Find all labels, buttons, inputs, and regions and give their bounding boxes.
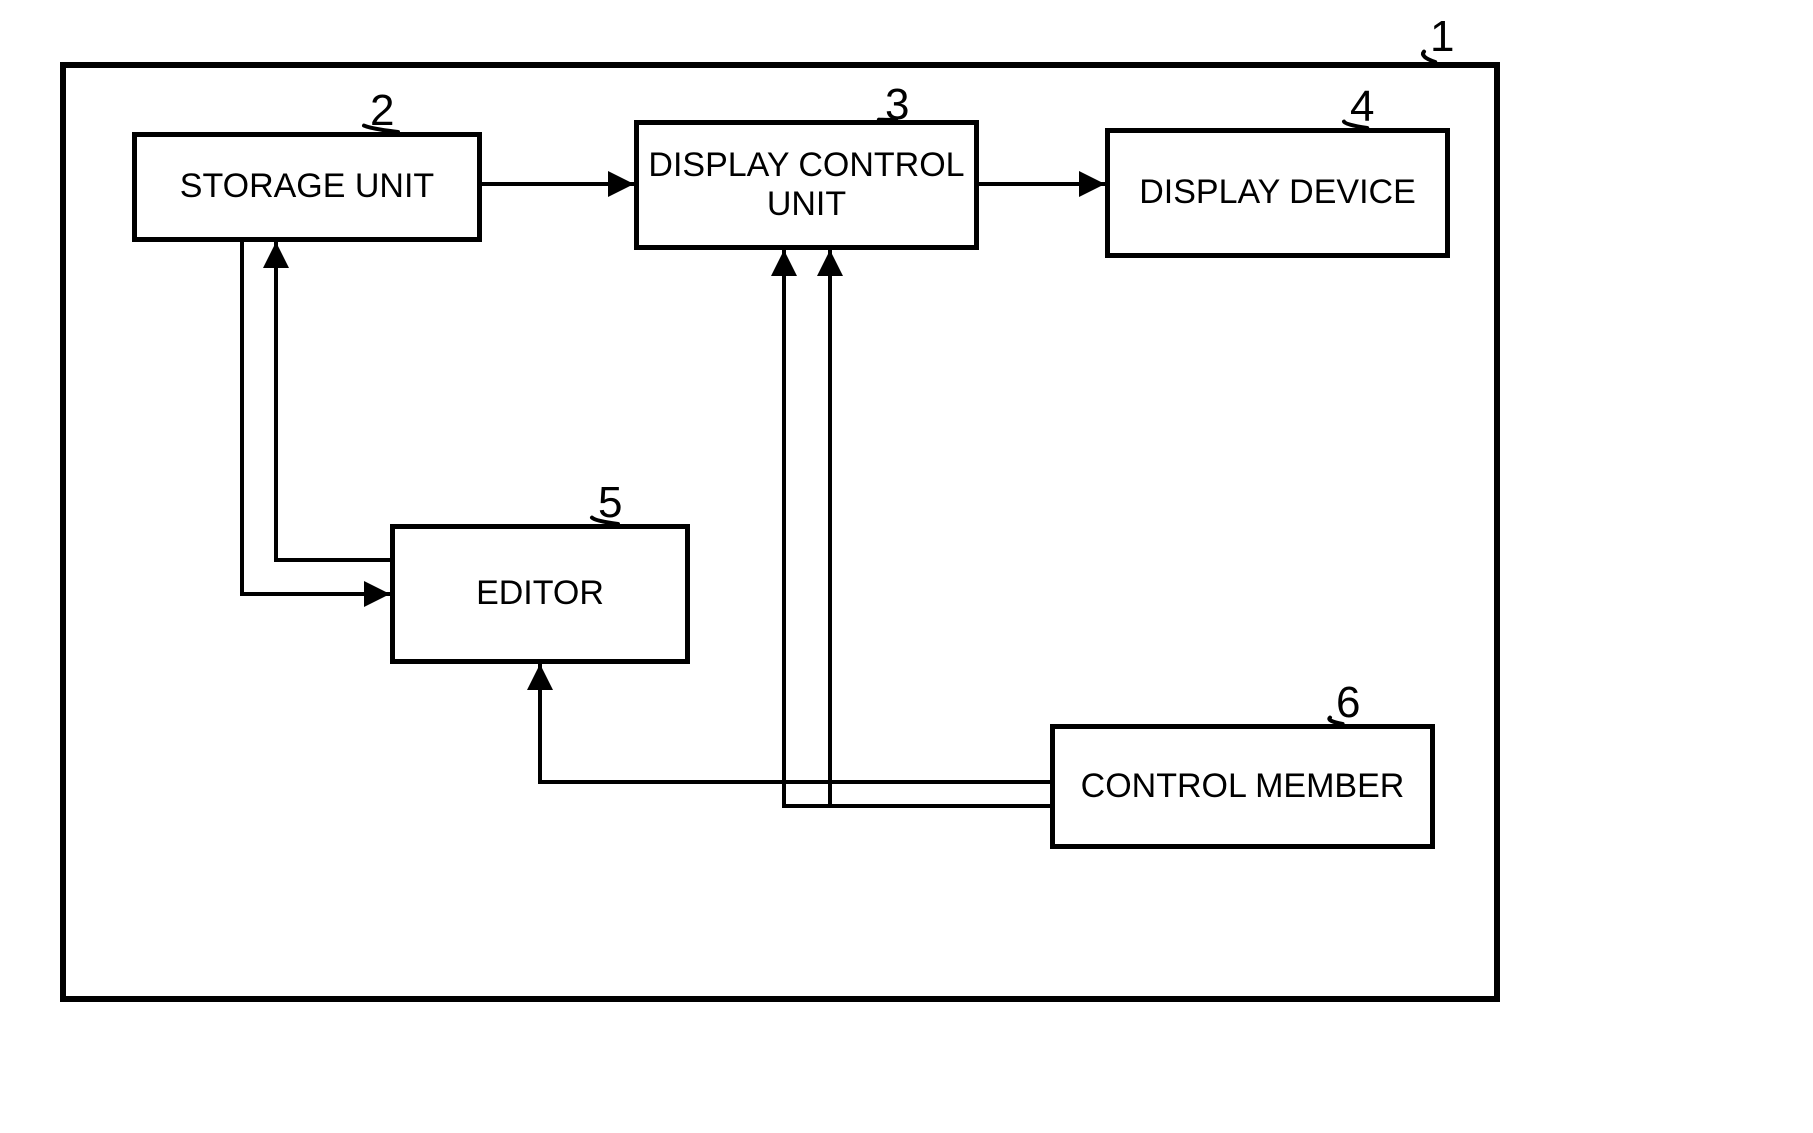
editor-label: EDITOR <box>476 574 604 613</box>
display_ctrl-label: DISPLAY CONTROL UNIT <box>648 146 964 224</box>
display_ctrl-number: 3 <box>885 80 909 130</box>
display_ctrl-box: DISPLAY CONTROL UNIT <box>634 120 979 250</box>
container-number: 1 <box>1430 12 1454 62</box>
ctrl_member-number: 6 <box>1336 678 1360 728</box>
storage-number: 2 <box>370 86 394 136</box>
display_dev-box: DISPLAY DEVICE <box>1105 128 1450 258</box>
display_dev-number: 4 <box>1350 82 1374 132</box>
storage-label: STORAGE UNIT <box>180 167 434 206</box>
editor-box: EDITOR <box>390 524 690 664</box>
storage-box: STORAGE UNIT <box>132 132 482 242</box>
diagram-stage: 1 STORAGE UNIT 2 DISPLAY CONTROL UNIT 3 DISPL… <box>0 0 1813 1133</box>
display_dev-label: DISPLAY DEVICE <box>1139 173 1416 212</box>
editor-number: 5 <box>598 478 622 528</box>
ctrl_member-label: CONTROL MEMBER <box>1081 767 1405 806</box>
ctrl_member-box: CONTROL MEMBER <box>1050 724 1435 849</box>
